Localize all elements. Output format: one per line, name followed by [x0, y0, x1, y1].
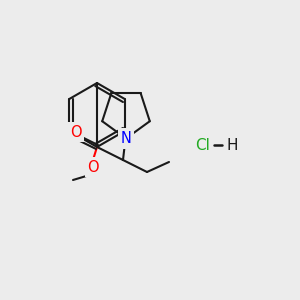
Text: Cl: Cl [195, 137, 210, 152]
Text: N: N [121, 131, 131, 146]
Text: O: O [87, 160, 99, 175]
Text: O: O [70, 124, 82, 140]
Text: H: H [226, 137, 238, 152]
